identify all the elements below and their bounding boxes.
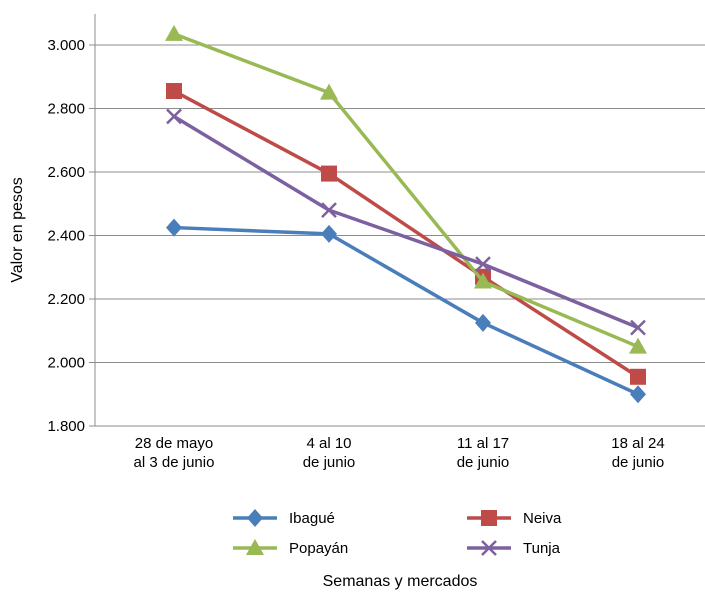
data-point	[475, 313, 491, 332]
legend-marker	[481, 540, 497, 556]
y-tick-label: 2.800	[47, 101, 85, 118]
y-tick-label: 1.800	[47, 418, 85, 435]
data-point	[630, 385, 646, 404]
data-point	[166, 218, 182, 237]
legend-marker	[481, 510, 497, 526]
legend-item: Neiva	[467, 510, 562, 527]
y-tick-labels: 1.800 2.000 2.200 2.400 2.600 2.800 3.000	[47, 37, 85, 435]
y-axis-title: Valor en pesos	[9, 177, 26, 283]
series-ibague	[166, 218, 646, 404]
data-point	[630, 319, 646, 336]
data-point	[629, 337, 647, 354]
x-tick-labels: 28 de mayo al 3 de junio 4 al 10 de junio 11…	[134, 435, 665, 471]
legend-label: Ibagué	[289, 510, 335, 527]
data-point	[474, 272, 492, 289]
x-tick-label: 4 al 10 de junio	[303, 435, 356, 471]
x-axis-title: Semanas y mercados	[323, 573, 478, 590]
series-popayan	[165, 24, 647, 354]
y-tick-label: 2.400	[47, 228, 85, 245]
data-point	[166, 83, 182, 100]
data-point	[166, 108, 182, 125]
data-point	[321, 224, 337, 243]
data-point	[165, 24, 183, 41]
y-tick-label: 2.600	[47, 164, 85, 181]
y-tick-label: 2.200	[47, 291, 85, 308]
series-line	[173, 89, 639, 379]
grid-lines	[89, 44, 705, 427]
data-point	[475, 256, 491, 272]
legend-item: Ibagué	[233, 509, 335, 527]
series-line	[173, 114, 639, 330]
data-point	[320, 83, 338, 100]
legend-marker	[247, 509, 263, 527]
y-tick-label: 3.000	[47, 37, 85, 54]
y-tick-label: 2.000	[47, 355, 85, 372]
series-group	[165, 24, 647, 404]
legend-label: Tunja	[523, 540, 561, 557]
legend-item: Tunja	[467, 540, 561, 557]
x-tick-label: 11 al 17 de junio	[457, 435, 510, 471]
legend-label: Neiva	[523, 510, 562, 527]
series-line	[173, 32, 639, 349]
x-tick-label: 18 al 24 de junio	[611, 435, 664, 471]
series-line	[173, 225, 639, 396]
legend-item: Popayán	[233, 539, 348, 557]
legend: Ibagué Neiva Popayán Tunja	[233, 509, 562, 557]
legend-label: Popayán	[289, 540, 348, 557]
data-point	[321, 165, 337, 182]
legend-marker	[246, 539, 264, 555]
x-tick-label: 28 de mayo al 3 de junio	[134, 435, 215, 471]
data-point	[321, 202, 337, 218]
data-point	[630, 368, 646, 385]
series-neiva	[166, 83, 646, 385]
series-tunja	[166, 108, 646, 336]
